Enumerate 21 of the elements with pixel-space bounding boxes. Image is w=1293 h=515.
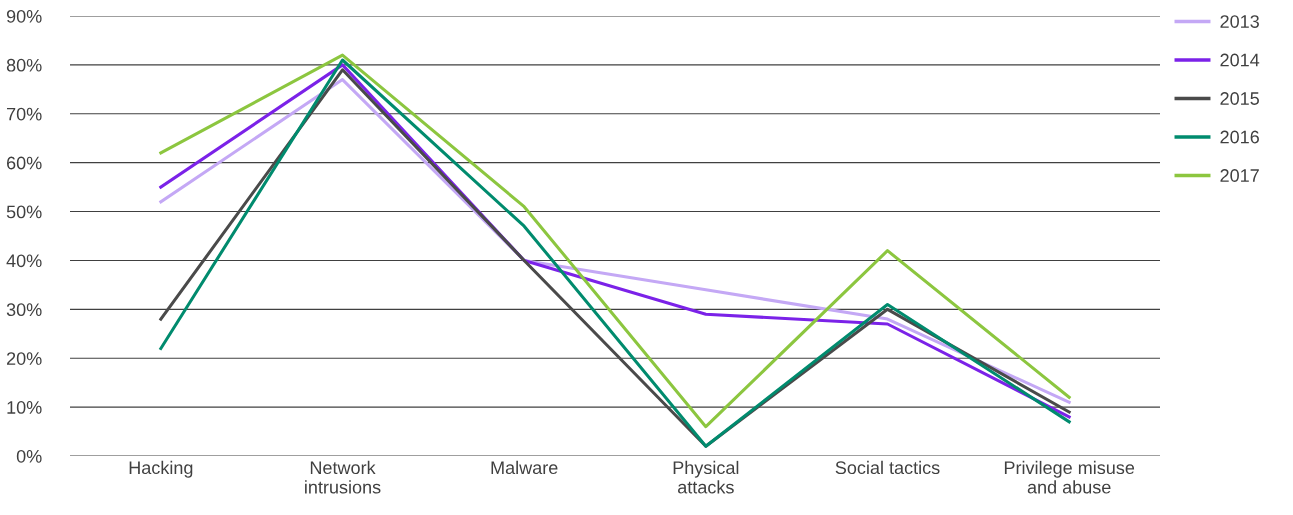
- y-tick-label: 40%: [6, 254, 42, 268]
- y-tick-label: 90%: [6, 9, 42, 23]
- x-tick-label: Physical attacks: [673, 460, 739, 494]
- y-tick-label: 70%: [7, 107, 42, 121]
- x-tick-label: Social tactics: [835, 460, 940, 475]
- x-tick-label: Hacking: [129, 460, 193, 478]
- legend-label: 2016: [1220, 130, 1259, 144]
- y-tick-label: 80%: [6, 58, 42, 72]
- x-tick-label: Network intrusions: [305, 460, 381, 494]
- y-tick-label: 60%: [7, 156, 42, 170]
- legend-label: 2015: [1220, 92, 1259, 105]
- x-tick-label: Malware: [491, 460, 558, 475]
- legend-label: 2017: [1220, 169, 1259, 182]
- legend-label: 2014: [1220, 53, 1260, 67]
- y-tick-label: 0%: [16, 449, 42, 463]
- y-tick-label: 50%: [6, 205, 42, 219]
- y-tick-label: 30%: [6, 303, 42, 317]
- y-tick-label: 10%: [7, 401, 42, 414]
- legend-label: 2013: [1220, 15, 1259, 28]
- y-tick-label: 20%: [6, 352, 42, 365]
- x-tick-label: Privilege misuse and abuse: [1004, 460, 1135, 494]
